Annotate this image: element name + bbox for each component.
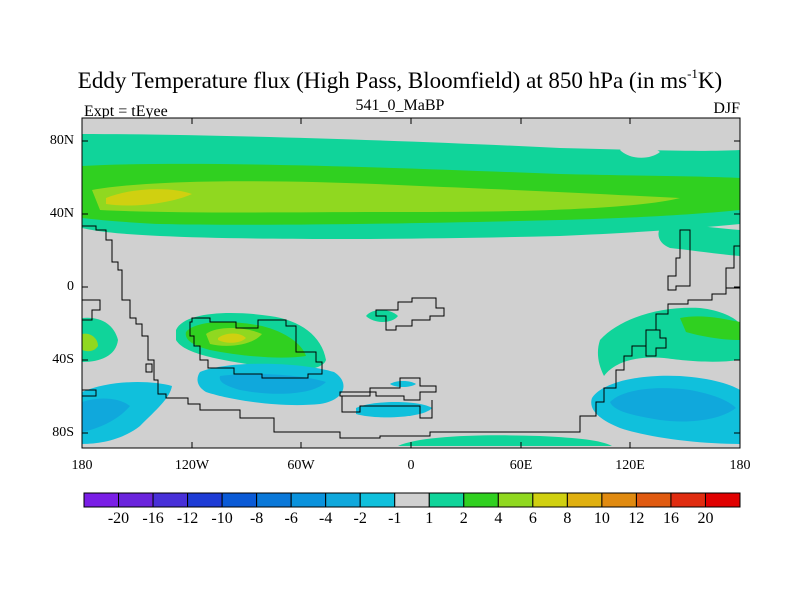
colorbar-label: -1 <box>388 510 402 527</box>
colorbar-label: 12 <box>628 510 645 527</box>
colorbar-label: 8 <box>563 510 572 527</box>
colorbar-box <box>290 492 327 508</box>
east-positive-mid <box>680 316 740 340</box>
lon-tick-label: 0 <box>407 458 415 473</box>
lat-tick-label: 0 <box>67 279 74 294</box>
experiment-label: Expt = tEyee <box>84 103 168 120</box>
colorbar-label: -20 <box>107 510 130 527</box>
nh-gap-patch <box>620 144 660 158</box>
colorbar-box <box>118 492 154 508</box>
plot-title: Eddy Temperature flux (High Pass, Bloomf… <box>77 66 723 93</box>
west-negative-inner <box>82 398 130 432</box>
colorbar-box <box>83 492 120 508</box>
lon-tick-label: 120E <box>615 458 645 473</box>
east-positive-upper <box>658 225 740 256</box>
colorbar-label: 20 <box>697 510 714 527</box>
west-negative-outer <box>82 382 172 444</box>
colorbar-box <box>359 492 396 508</box>
colorbar-box <box>256 492 292 508</box>
colorbar-label: 10 <box>593 510 610 527</box>
colorbar-label: -16 <box>142 510 164 527</box>
season-label: DJF <box>713 100 740 117</box>
colorbar-box <box>187 492 223 508</box>
colorbar-box <box>635 492 672 508</box>
sa-negative-inner <box>219 374 326 394</box>
colorbar-label: 16 <box>662 510 679 527</box>
colorbar-box <box>601 492 637 508</box>
colorbar-label: 2 <box>459 510 468 527</box>
coastlines <box>82 225 740 439</box>
lat-tick-label: 80S <box>52 425 74 440</box>
axis-ticks <box>81 118 741 448</box>
colorbar-box <box>670 492 706 508</box>
colorbar-label: -6 <box>284 510 298 527</box>
lon-tick-label: 180 <box>71 458 93 473</box>
antarctic-positive-strip <box>398 435 612 446</box>
colorbar-label: -4 <box>319 510 333 527</box>
colorbar-label: -2 <box>353 510 367 527</box>
nh-storm-track-inner <box>92 181 680 213</box>
colorbar-box <box>325 492 361 508</box>
colorbar-label: -12 <box>176 510 199 527</box>
colorbar-box <box>704 492 741 508</box>
colorbar-box <box>221 492 258 508</box>
sa-positive-core <box>218 333 246 343</box>
colorbar-box <box>394 492 430 508</box>
lon-tick-label: 60E <box>509 458 533 473</box>
lat-tick-label: 40S <box>52 352 74 367</box>
colorbar-label: 1 <box>425 510 434 527</box>
colorbar-box <box>463 492 499 508</box>
nh-storm-track-core <box>106 189 192 206</box>
lat-tick-label: 80N <box>49 133 74 148</box>
lat-tick-label: 40N <box>49 206 74 221</box>
east-negative-inner <box>610 388 736 422</box>
lon-tick-label: 120W <box>174 458 210 473</box>
lon-tick-label: 180 <box>729 458 751 473</box>
colorbar-box <box>566 492 603 508</box>
colorbar-label: -10 <box>211 510 233 527</box>
colorbar-box <box>428 492 465 508</box>
colorbar-box <box>152 492 189 508</box>
west-edge-positive-core <box>82 333 98 352</box>
colorbar-box <box>497 492 534 508</box>
colorbar-box <box>532 492 568 508</box>
colorbar-label: -8 <box>249 510 264 527</box>
colorbar-label: 4 <box>494 510 503 527</box>
colorbar <box>83 492 741 508</box>
lon-tick-label: 60W <box>287 458 315 473</box>
colorbar-label: 6 <box>528 510 537 527</box>
africa-negative-small <box>390 381 416 387</box>
run-id-label: 541_0_MaBP <box>355 97 445 114</box>
